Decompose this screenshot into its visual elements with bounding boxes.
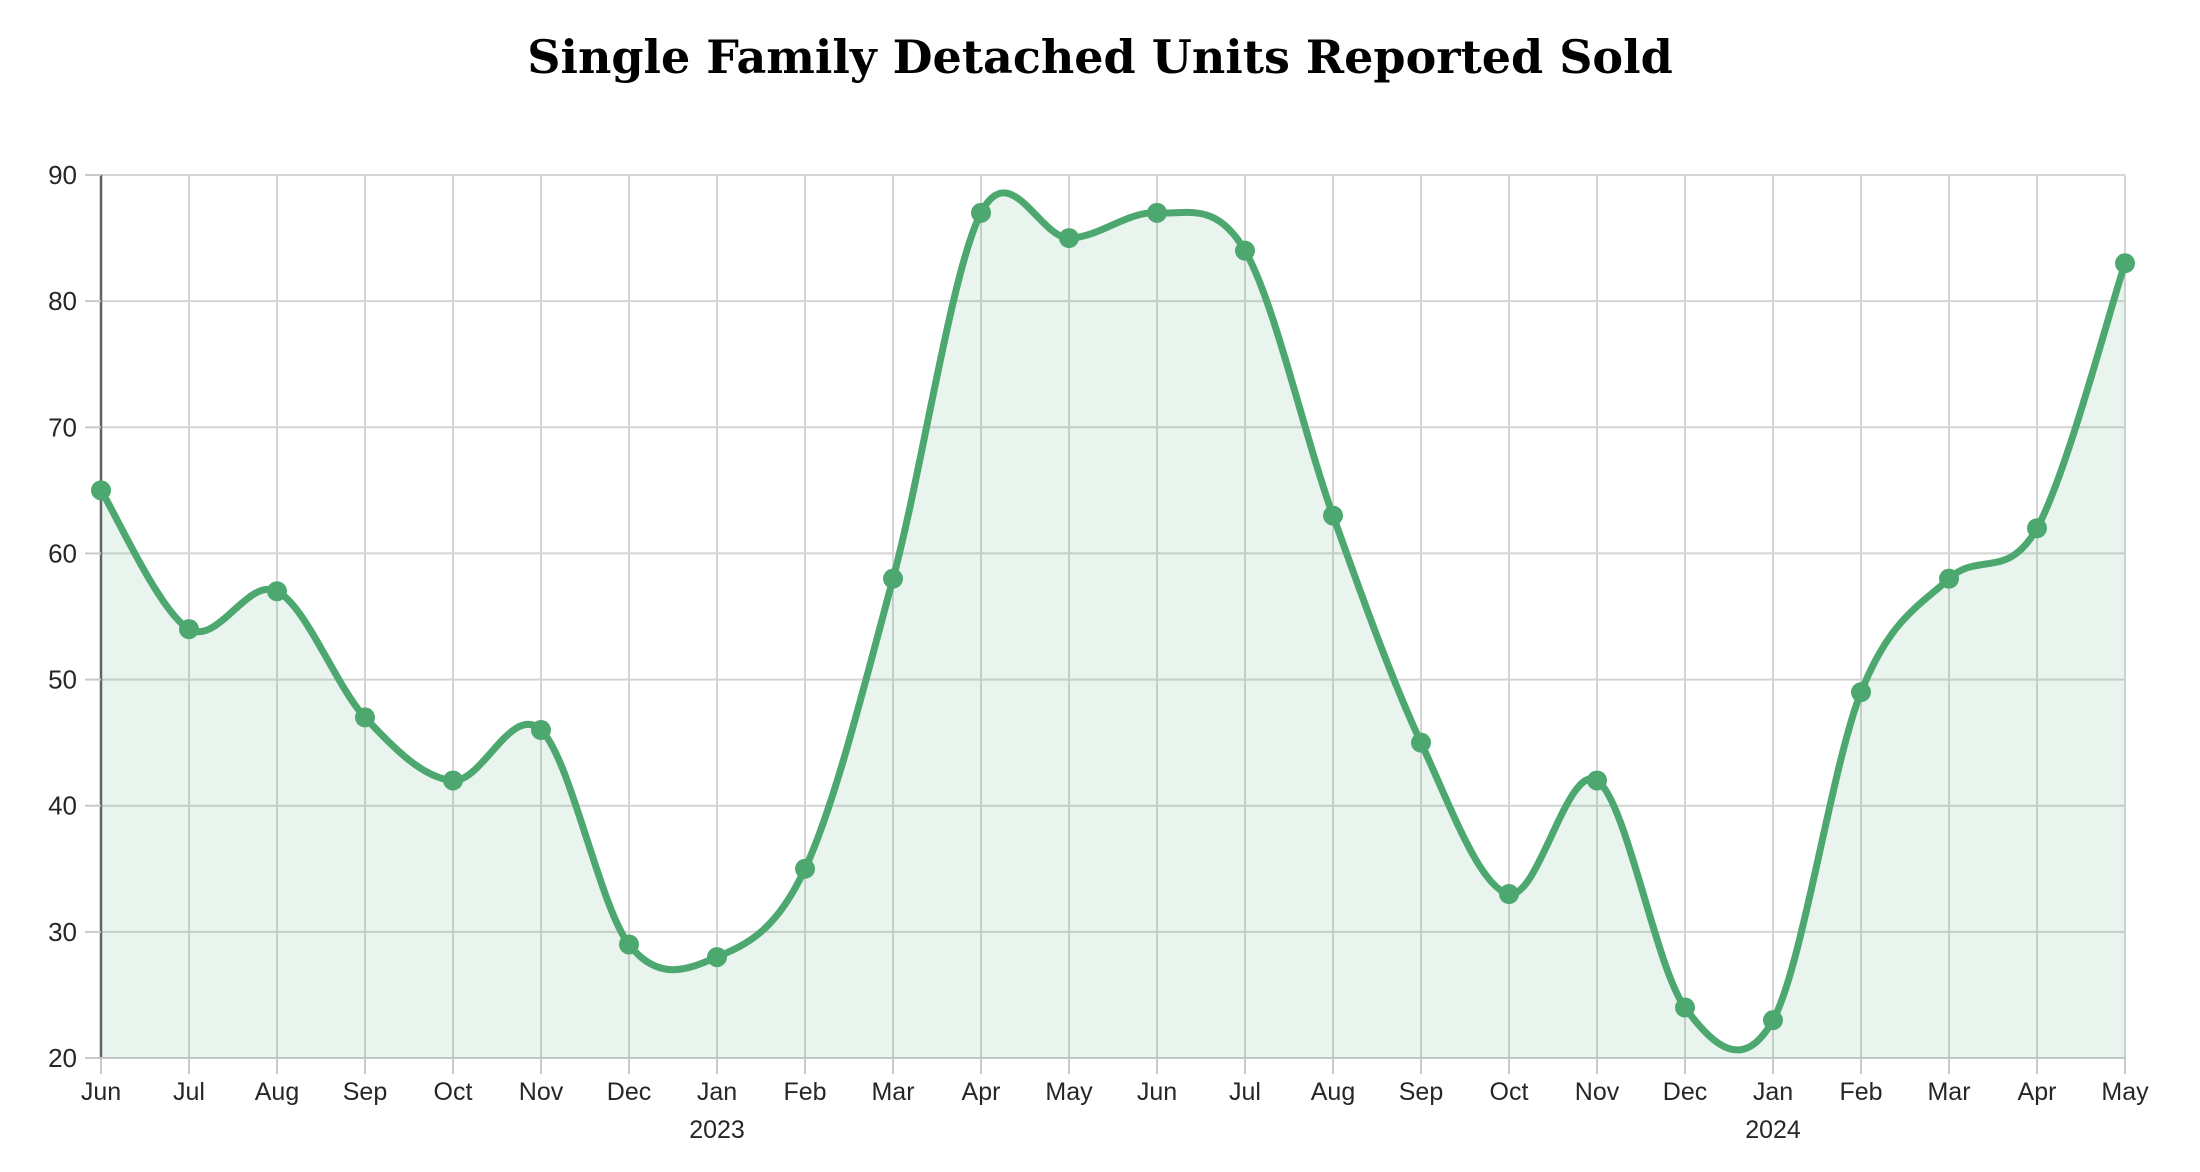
x-tick-label: Feb xyxy=(1839,1078,1882,1106)
x-tick-label: Oct xyxy=(1490,1078,1529,1106)
data-point-marker[interactable] xyxy=(1147,202,1167,223)
x-tick-label: Sep xyxy=(343,1078,387,1106)
x-tick-label: Jan xyxy=(697,1078,737,1106)
y-tick-label: 40 xyxy=(48,791,77,821)
x-tick-label: May xyxy=(2101,1078,2149,1106)
data-point-marker[interactable] xyxy=(795,858,815,879)
x-tick-label: Mar xyxy=(1927,1078,1970,1106)
x-tick-label: Jul xyxy=(173,1078,205,1106)
data-point-marker[interactable] xyxy=(267,581,287,602)
y-tick-label: 30 xyxy=(48,917,77,947)
data-point-marker[interactable] xyxy=(2027,518,2047,539)
data-point-marker[interactable] xyxy=(2115,253,2135,274)
x-tick-label: Sep xyxy=(1399,1078,1443,1106)
x-tick-label: Apr xyxy=(2018,1078,2057,1106)
y-tick-label: 80 xyxy=(48,286,77,316)
data-point-marker[interactable] xyxy=(971,202,991,223)
x-tick-label: Jan xyxy=(1753,1078,1793,1106)
x-tick-label: Feb xyxy=(783,1078,826,1106)
x-tick-label: Oct xyxy=(434,1078,473,1106)
data-point-marker[interactable] xyxy=(707,947,727,968)
data-point-marker[interactable] xyxy=(883,568,903,589)
data-point-marker[interactable] xyxy=(1323,505,1343,526)
data-point-marker[interactable] xyxy=(179,619,199,640)
x-tick-label: Mar xyxy=(871,1078,914,1106)
data-point-marker[interactable] xyxy=(1763,1010,1783,1031)
data-point-marker[interactable] xyxy=(355,707,375,728)
data-point-marker[interactable] xyxy=(531,720,551,741)
data-point-marker[interactable] xyxy=(91,480,111,501)
x-tick-label: Dec xyxy=(1663,1078,1707,1106)
x-tick-label: Jun xyxy=(1137,1078,1177,1106)
x-tick-label: Nov xyxy=(1575,1078,1620,1106)
year-label: 2023 xyxy=(689,1116,745,1144)
area-fill xyxy=(101,192,2125,1058)
data-point-marker[interactable] xyxy=(1499,884,1519,905)
data-point-marker[interactable] xyxy=(619,934,639,955)
x-tick-label: Aug xyxy=(1311,1078,1355,1106)
data-point-marker[interactable] xyxy=(1675,997,1695,1018)
year-label: 2024 xyxy=(1745,1116,1801,1144)
data-point-marker[interactable] xyxy=(1235,240,1255,261)
y-tick-label: 60 xyxy=(48,538,77,568)
data-point-marker[interactable] xyxy=(443,770,463,791)
data-point-marker[interactable] xyxy=(1851,682,1871,703)
data-point-marker[interactable] xyxy=(1411,732,1431,753)
y-tick-label: 90 xyxy=(48,160,77,190)
x-tick-label: Jul xyxy=(1229,1078,1261,1106)
x-tick-label: Apr xyxy=(962,1078,1001,1106)
y-tick-label: 70 xyxy=(48,412,77,442)
x-tick-label: May xyxy=(1045,1078,1093,1106)
x-tick-label: Aug xyxy=(255,1078,299,1106)
y-tick-label: 20 xyxy=(48,1043,77,1073)
x-tick-label: Dec xyxy=(607,1078,651,1106)
data-point-marker[interactable] xyxy=(1939,568,1959,589)
x-tick-label: Nov xyxy=(519,1078,564,1106)
data-point-marker[interactable] xyxy=(1587,770,1607,791)
y-tick-label: 50 xyxy=(48,665,77,695)
x-tick-label: Jun xyxy=(81,1078,121,1106)
data-point-marker[interactable] xyxy=(1059,228,1079,249)
chart-title: Single Family Detached Units Reported So… xyxy=(527,30,1673,84)
